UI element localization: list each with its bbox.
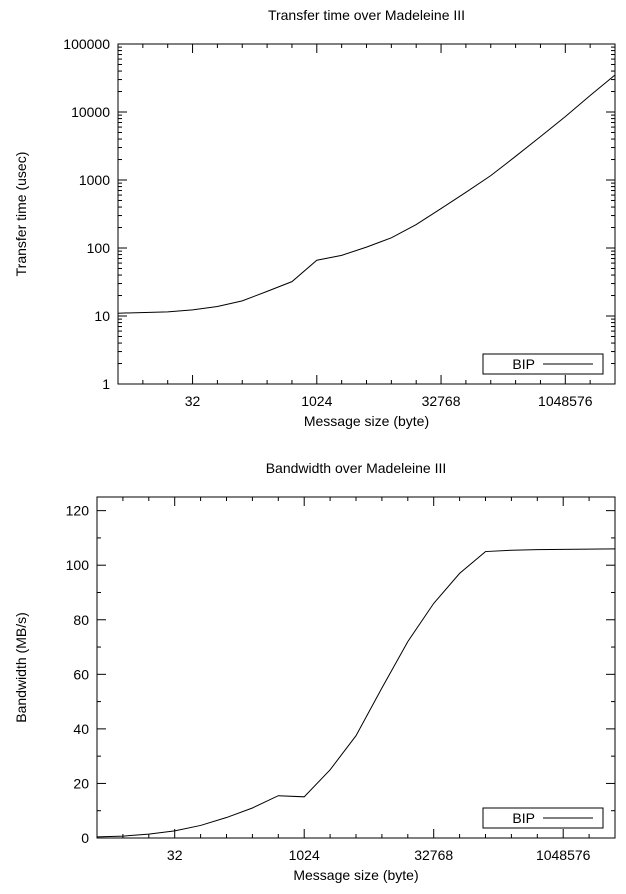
y-axis-label: Transfer time (usec) [13,152,29,277]
legend-label: BIP [512,810,535,826]
y-tick-label: 40 [73,721,89,737]
x-tick-label: 32768 [414,847,453,863]
chart-title: Transfer time over Madeleine III [268,7,465,23]
x-tick-label: 1024 [301,393,332,409]
chart-title: Bandwidth over Madeleine III [266,460,447,476]
y-tick-label: 100000 [63,36,110,52]
transfer-time-chart: Transfer time over Madeleine III 1 10 100 10… [13,7,616,429]
x-tick-label: 1048576 [538,393,593,409]
y-tick-label: 100 [66,557,90,573]
x-tick-label: 1048576 [536,847,591,863]
y-tick-label: 0 [81,830,89,846]
y-tick-label: 100 [87,240,111,256]
plot-frame [117,43,616,385]
series-line-bip [117,74,616,314]
y-axis-label: Bandwidth (MB/s) [13,612,29,722]
y-tick-label: 60 [73,666,89,682]
y-tick-label: 80 [73,612,89,628]
plot-frame [96,496,616,839]
y-tick-label: 20 [73,775,89,791]
x-tick-label: 32 [185,393,201,409]
x-axis-label: Message size (byte) [304,413,429,429]
x-tick-label: 32 [167,847,183,863]
legend: BIP [482,353,604,375]
y-tick-label: 1000 [79,172,110,188]
x-tick-label: 1024 [289,847,320,863]
series-line-bip [96,548,616,838]
legend-label: BIP [512,356,535,372]
x-axis-label: Message size (byte) [293,867,418,883]
bandwidth-chart: Bandwidth over Madeleine III 0 20 40 60 80 100… [13,460,616,883]
y-tick-label: 10 [94,308,110,324]
y-tick-label: 120 [66,503,90,519]
legend: BIP [482,807,604,829]
y-tick-label: 1 [102,376,110,392]
y-tick-label: 10000 [71,104,110,120]
x-tick-label: 32768 [422,393,461,409]
